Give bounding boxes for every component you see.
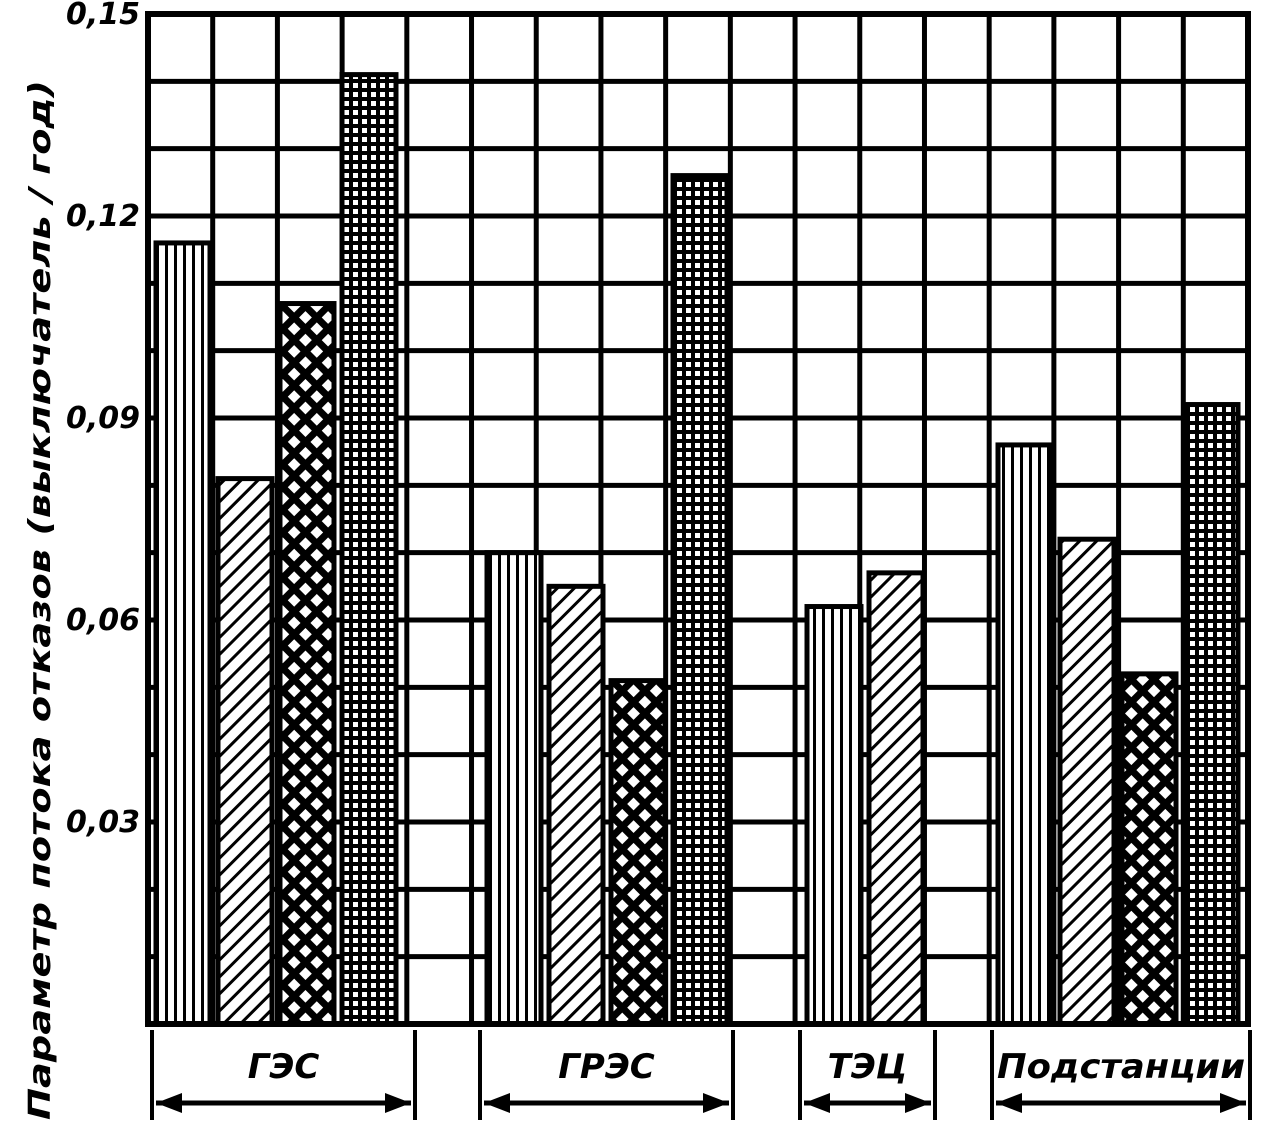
arrow-right-icon bbox=[703, 1093, 729, 1113]
bar-diagonal bbox=[1057, 536, 1117, 1027]
bar-crosshatch bbox=[277, 301, 337, 1027]
arrow-right-icon bbox=[1220, 1093, 1246, 1113]
bar-grid bbox=[1181, 402, 1241, 1027]
group-label: ГЭС bbox=[248, 1047, 320, 1087]
y-tick-labels: 0,03 0,06 0,09 0,12 0,15 bbox=[66, 0, 140, 840]
bar-crosshatch bbox=[608, 678, 668, 1027]
group-labels: ГЭС ГРЭС ТЭЦ Подстанции bbox=[150, 1030, 1252, 1120]
bar-crosshatch bbox=[1119, 671, 1179, 1027]
plot-frame bbox=[145, 11, 1251, 1027]
arrow-right-icon bbox=[385, 1093, 411, 1113]
bar-diagonal bbox=[546, 583, 606, 1027]
axes-frame bbox=[145, 11, 1251, 1027]
group-label: ГРЭС bbox=[558, 1047, 655, 1087]
arrow-right-icon bbox=[905, 1093, 931, 1113]
y-tick-label: 0,06 bbox=[66, 603, 140, 638]
y-tick-label: 0,09 bbox=[66, 401, 140, 436]
bar-vertical bbox=[804, 604, 864, 1027]
bar-vertical bbox=[995, 442, 1055, 1027]
group-label: Подстанции bbox=[997, 1047, 1245, 1087]
y-tick-label: 0,15 bbox=[66, 0, 140, 32]
y-tick-label: 0,12 bbox=[66, 199, 140, 234]
bar-diagonal bbox=[866, 570, 926, 1027]
arrow-left-icon bbox=[156, 1093, 182, 1113]
group-label: ТЭЦ bbox=[828, 1047, 908, 1087]
bar-grid bbox=[339, 72, 399, 1027]
bar-vertical bbox=[484, 550, 544, 1027]
arrow-left-icon bbox=[996, 1093, 1022, 1113]
arrow-left-icon bbox=[484, 1093, 510, 1113]
bar-vertical bbox=[153, 240, 213, 1027]
bar-diagonal bbox=[215, 476, 275, 1027]
y-tick-label: 0,03 bbox=[66, 805, 140, 840]
arrow-left-icon bbox=[804, 1093, 830, 1113]
bar-grid bbox=[670, 173, 730, 1027]
y-axis-title: Параметр потока отказов (выключатель / г… bbox=[23, 80, 58, 1120]
bars bbox=[153, 72, 1241, 1027]
y-axis-title-group: Параметр потока отказов (выключатель / г… bbox=[23, 80, 58, 1120]
